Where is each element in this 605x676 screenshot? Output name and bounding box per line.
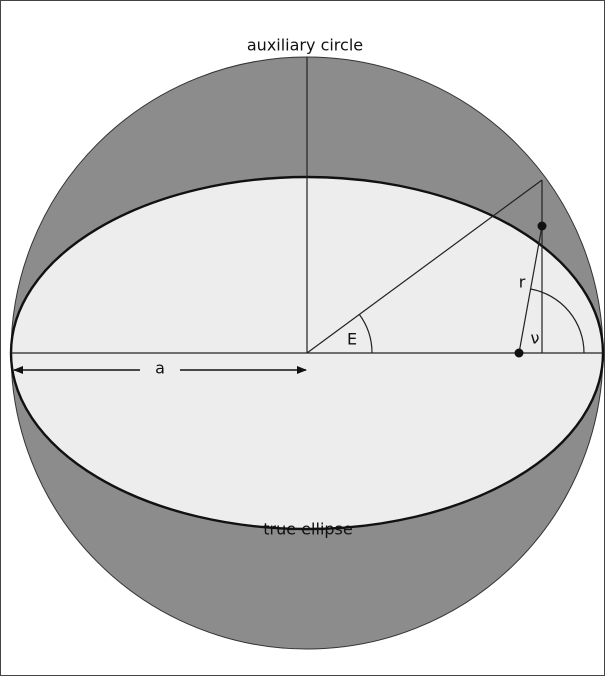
a-label: a <box>155 359 165 378</box>
circle-label: auxiliary circle <box>247 36 363 55</box>
nu-label: ν <box>531 329 540 348</box>
ellipse-label: true ellipse <box>263 520 352 539</box>
e-label: E <box>347 330 357 349</box>
angle-e-arc <box>358 314 373 354</box>
focus-point <box>514 348 524 358</box>
radius-line <box>518 225 543 354</box>
eccentric-line <box>306 179 543 354</box>
planet-point <box>537 221 547 231</box>
angle-nu-arc <box>530 288 585 354</box>
r-label: r <box>519 273 526 292</box>
